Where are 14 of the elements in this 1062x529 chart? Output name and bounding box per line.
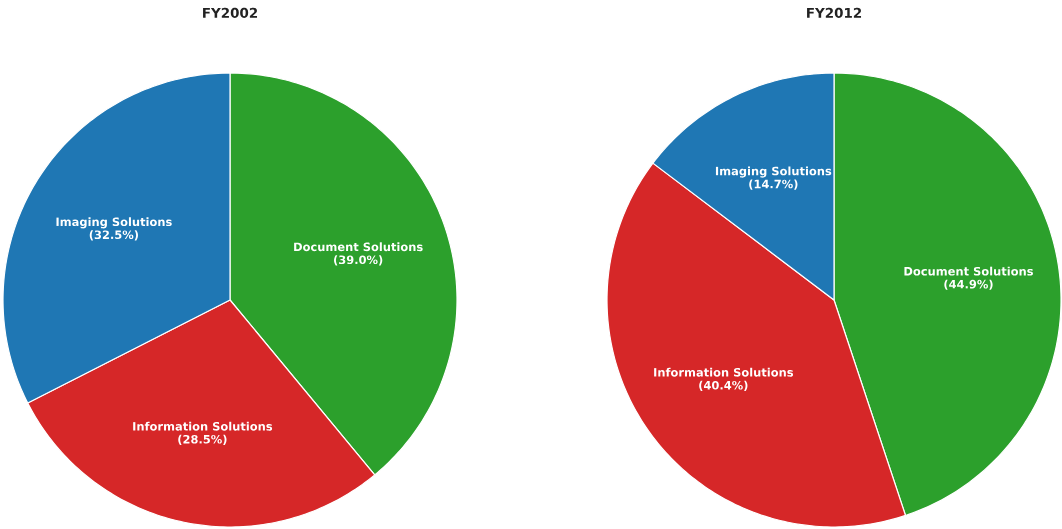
chart-title: FY2002 <box>203 7 258 18</box>
chart-title: FY2012 <box>807 7 862 18</box>
slice-label: Information Solutions <box>654 367 794 377</box>
data-label: (28.5%) <box>178 434 227 445</box>
slice-label: Document Solutions <box>904 266 1033 276</box>
data-label: (40.4%) <box>699 380 748 391</box>
data-label: (14.7%) <box>749 179 798 190</box>
data-label: (39.0%) <box>334 255 383 266</box>
slice-label: Document Solutions <box>294 242 423 252</box>
slice-label: Imaging Solutions <box>715 166 832 178</box>
data-label: (44.9%) <box>944 279 993 290</box>
slice-label: Information Solutions <box>133 421 273 431</box>
data-label: (32.5%) <box>89 230 138 241</box>
slice-label: Imaging Solutions <box>56 217 172 229</box>
